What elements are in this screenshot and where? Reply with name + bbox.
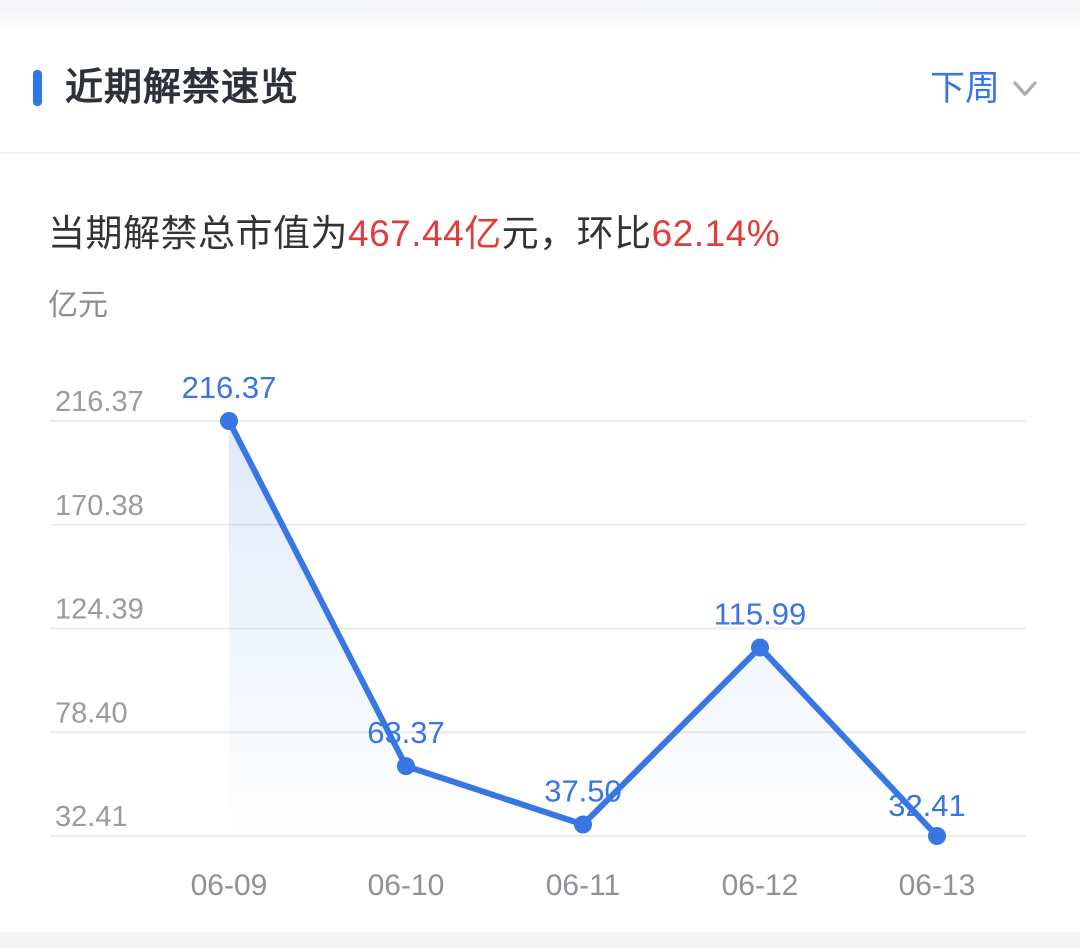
top-strip bbox=[0, 0, 1080, 34]
data-point-dot bbox=[928, 827, 946, 845]
y-axis-tick-label: 78.40 bbox=[55, 697, 128, 729]
summary-prefix: 当期解禁总市值为 bbox=[48, 213, 348, 254]
data-point-label: 63.37 bbox=[367, 715, 445, 750]
section-title: 近期解禁速览 bbox=[65, 67, 300, 109]
y-axis-unit-label: 亿元 bbox=[48, 289, 108, 322]
bottom-strip bbox=[0, 932, 1080, 948]
y-axis-tick-label: 170.38 bbox=[55, 490, 144, 522]
data-point-label: 216.37 bbox=[182, 370, 277, 405]
data-point-label: 37.50 bbox=[544, 774, 622, 809]
x-axis-tick-label: 06-10 bbox=[368, 869, 445, 902]
header-divider bbox=[0, 152, 1080, 154]
y-axis-tick-label: 32.41 bbox=[55, 801, 128, 833]
title-accent-bar bbox=[33, 70, 42, 106]
summary-text: 当期解禁总市值为467.44亿元，环比62.14% bbox=[48, 210, 780, 258]
y-axis-tick-label: 124.39 bbox=[55, 594, 144, 626]
period-selector-dropdown[interactable]: 下周 bbox=[930, 71, 1040, 106]
y-axis-tick-label: 216.37 bbox=[55, 386, 144, 418]
summary-change-percent: 62.14% bbox=[651, 213, 781, 254]
data-point-label: 115.99 bbox=[714, 596, 807, 631]
x-axis-tick-label: 06-13 bbox=[899, 869, 976, 902]
summary-total-value: 467.44亿 bbox=[348, 213, 502, 254]
chevron-down-icon bbox=[1013, 81, 1037, 96]
unlock-trend-line-chart: 216.37 170.38 124.39 78.40 32.41 06-09 06-10 06… bbox=[50, 370, 1026, 902]
header-title-group: 近期解禁速览 bbox=[33, 69, 299, 107]
data-point-label: 32.41 bbox=[888, 788, 966, 823]
data-point-dot bbox=[574, 815, 592, 834]
period-selector-label: 下周 bbox=[929, 68, 1000, 108]
summary-middle: 元，环比 bbox=[501, 213, 652, 254]
x-axis-tick-label: 06-11 bbox=[546, 869, 621, 902]
data-point-dot bbox=[220, 412, 238, 430]
area-fill bbox=[229, 421, 937, 836]
x-axis-tick-label: 06-09 bbox=[191, 869, 268, 902]
data-point-dot bbox=[751, 638, 769, 657]
data-point-dot bbox=[397, 757, 415, 776]
x-axis-tick-label: 06-12 bbox=[722, 869, 799, 902]
card-header: 近期解禁速览 下周 bbox=[0, 62, 1080, 114]
